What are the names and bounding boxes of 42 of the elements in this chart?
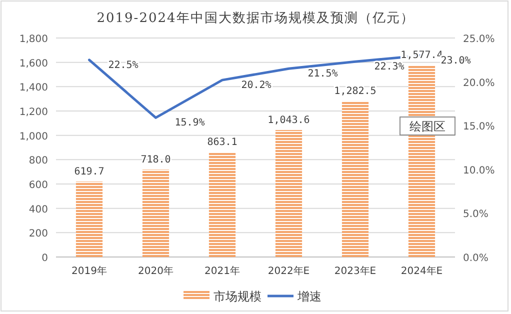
y2-tick-label: 0.0% bbox=[463, 253, 488, 264]
y-tick-label: 200 bbox=[28, 228, 48, 240]
legend-label: 增速 bbox=[296, 290, 322, 304]
y-tick-label: 400 bbox=[28, 204, 48, 216]
legend-label: 市场规模 bbox=[214, 290, 262, 304]
data-label: 619.7 bbox=[74, 166, 104, 178]
x-tick-label: 2024年E bbox=[400, 265, 443, 277]
data-label: 15.9% bbox=[174, 118, 205, 129]
data-label: 718.0 bbox=[140, 154, 171, 166]
y2-tick-label: 25.0% bbox=[463, 34, 495, 45]
data-label: 22.3% bbox=[374, 62, 404, 73]
x-tick-label: 2023年E bbox=[334, 265, 376, 277]
x-tick-label: 2021年 bbox=[204, 265, 240, 277]
data-label: 863.1 bbox=[207, 136, 238, 148]
y-tick-label: 0 bbox=[42, 253, 48, 264]
bar bbox=[142, 170, 170, 257]
data-label: 20.2% bbox=[241, 80, 272, 92]
data-label: 1,282.5 bbox=[334, 86, 376, 97]
y-tick-label: 1,800 bbox=[19, 34, 48, 45]
chart-title: 2019-2024年中国大数据市场规模及预测（亿元） bbox=[96, 11, 414, 26]
data-label: 22.5% bbox=[108, 60, 138, 71]
y-tick-label: 1,400 bbox=[19, 82, 48, 94]
y-tick-label: 1,200 bbox=[19, 107, 48, 118]
bar bbox=[76, 182, 103, 257]
y-tick-label: 1,600 bbox=[19, 58, 48, 70]
bar bbox=[208, 152, 236, 257]
annotation: 绘图区 bbox=[410, 120, 446, 134]
y2-tick-label: 5.0% bbox=[463, 209, 488, 220]
data-label: 23.0% bbox=[440, 56, 471, 67]
y-tick-label: 800 bbox=[28, 156, 48, 167]
y-tick-label: 600 bbox=[28, 180, 48, 191]
y-tick-label: 1,000 bbox=[19, 131, 48, 142]
x-tick-label: 2020年 bbox=[138, 265, 174, 277]
bar bbox=[275, 130, 302, 257]
y2-tick-label: 15.0% bbox=[463, 122, 495, 133]
data-label: 1,043.6 bbox=[268, 115, 310, 126]
bar bbox=[342, 100, 369, 257]
y2-tick-label: 20.0% bbox=[463, 78, 495, 89]
x-tick-label: 2022年E bbox=[268, 265, 310, 277]
y2-tick-label: 10.0% bbox=[463, 165, 495, 176]
data-label: 21.5% bbox=[308, 68, 338, 80]
x-tick-label: 2019年 bbox=[72, 265, 107, 277]
